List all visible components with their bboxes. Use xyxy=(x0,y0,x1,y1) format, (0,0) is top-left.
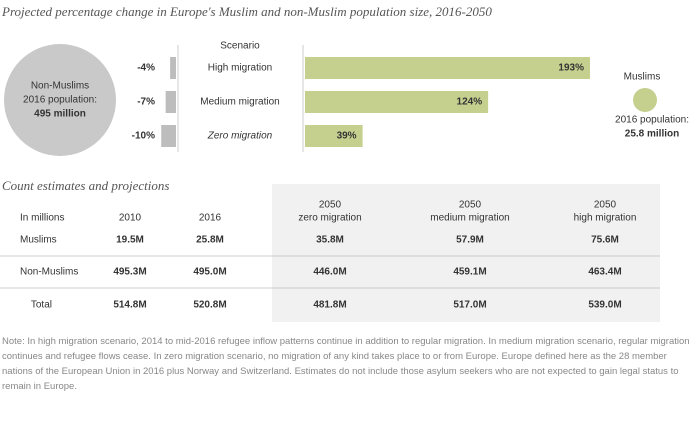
table-header: 2016 xyxy=(199,213,222,224)
bar xyxy=(161,125,176,147)
bar xyxy=(165,91,176,113)
table-header: 2050 xyxy=(594,200,617,211)
table-cell: 19.5M xyxy=(116,235,144,246)
table-cell: 35.8M xyxy=(316,235,344,246)
bar xyxy=(305,125,363,147)
table-cell: 539.0M xyxy=(588,300,621,311)
table-cell: 495.0M xyxy=(193,267,226,278)
table-cell: 481.8M xyxy=(313,300,346,311)
table-cell: 459.1M xyxy=(453,267,486,278)
table-header: high migration xyxy=(574,213,637,224)
circle-label: 2016 population: xyxy=(23,95,97,106)
scenario-header: Scenario xyxy=(220,41,260,52)
table-header: 2010 xyxy=(119,213,142,224)
table-header: zero migration xyxy=(298,213,361,224)
table-header: medium migration xyxy=(430,213,509,224)
table-shade xyxy=(272,184,660,322)
title: Projected percentage change in Europe's … xyxy=(1,4,492,19)
table-cell: 75.6M xyxy=(591,235,619,246)
scenario-label: High migration xyxy=(208,63,272,74)
table-cell: 520.8M xyxy=(193,300,226,311)
circle-label: Non-Muslims xyxy=(31,81,89,92)
non-muslim-circle xyxy=(4,44,116,156)
table-cell: 25.8M xyxy=(196,235,224,246)
table-header: In millions xyxy=(20,213,64,224)
table-header: 2050 xyxy=(319,200,342,211)
value-label: -10% xyxy=(132,131,155,142)
value-label: -7% xyxy=(137,97,155,108)
muslim-circle xyxy=(633,88,657,112)
chart: Projected percentage change in Europe's … xyxy=(0,4,689,322)
table-cell: 517.0M xyxy=(453,300,486,311)
table-cell: 495.3M xyxy=(113,267,146,278)
value-label: -4% xyxy=(137,63,155,74)
table-cell: Total xyxy=(31,300,52,311)
bar xyxy=(305,57,590,79)
circle-label: 2016 population: xyxy=(615,115,689,126)
table-cell: 446.0M xyxy=(313,267,346,278)
value-label: 124% xyxy=(457,97,483,108)
table-cell: 463.4M xyxy=(588,267,621,278)
scenario-label: Medium migration xyxy=(200,97,279,108)
bar xyxy=(305,91,489,113)
value-label: 193% xyxy=(558,63,584,74)
circle-label: 495 million xyxy=(34,109,86,120)
table-title: Count estimates and projections xyxy=(2,178,169,193)
table-header: 2050 xyxy=(459,200,482,211)
table-cell: Muslims xyxy=(20,235,57,246)
table-cell: 514.8M xyxy=(113,300,146,311)
note: Note: In high migration scenario, 2014 t… xyxy=(2,336,690,392)
table-cell: 57.9M xyxy=(456,235,484,246)
bar xyxy=(170,57,176,79)
circle-label: 25.8 million xyxy=(625,129,679,140)
scenario-label: Zero migration xyxy=(207,131,273,142)
value-label: 39% xyxy=(337,131,357,142)
table-cell: Non-Muslims xyxy=(20,267,78,278)
circle-label: Muslims xyxy=(624,72,661,83)
